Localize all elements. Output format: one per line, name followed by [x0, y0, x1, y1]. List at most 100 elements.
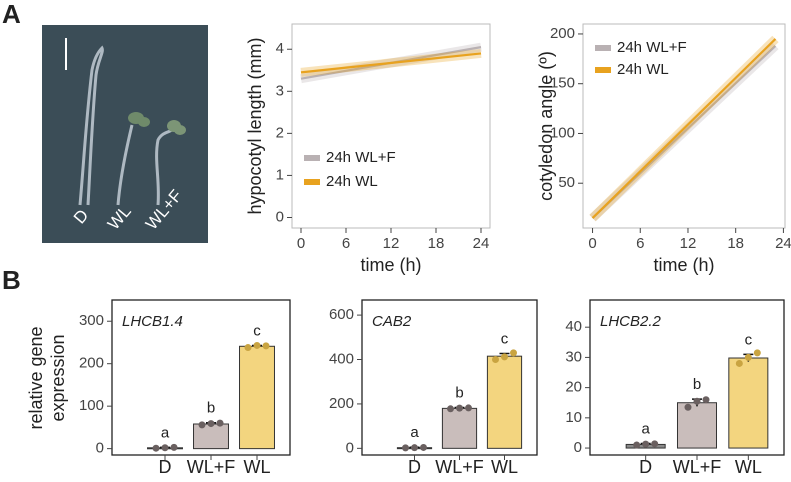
x-tick-label: 6: [342, 235, 350, 252]
data-point: [207, 420, 215, 428]
plot-frame: [361, 299, 538, 456]
data-point: [262, 342, 270, 350]
bar: [239, 345, 275, 450]
significance-label: c: [745, 331, 753, 348]
x-tick-label: WL+F: [187, 457, 236, 477]
x-tick-label: 0: [588, 235, 596, 252]
y-tick-label: 40: [565, 318, 582, 335]
data-point: [402, 444, 409, 452]
plot-frame: [582, 23, 786, 229]
data-point: [744, 353, 752, 361]
x-tick-label: D: [408, 457, 421, 477]
panel-label: A: [2, 0, 21, 29]
significance-label: a: [641, 420, 650, 437]
y-tick-label: 10: [565, 409, 582, 426]
chart-title: CAB2: [372, 313, 412, 330]
data-point: [253, 341, 261, 349]
y-tick-label: 200: [550, 25, 575, 42]
x-tick-label: WL+F: [435, 457, 484, 477]
data-point: [693, 397, 701, 405]
y-tick-label: 0: [276, 208, 284, 225]
legend-label: 24h WL: [326, 173, 378, 190]
data-point: [411, 444, 418, 452]
y-axis-label: cotyledon angle (º): [536, 51, 556, 201]
data-point: [753, 349, 761, 357]
y-tick-label: 200: [329, 395, 354, 412]
data-point: [501, 353, 508, 361]
data-point: [216, 419, 224, 427]
y-tick-label: 1: [276, 166, 284, 183]
data-point: [447, 405, 454, 413]
x-tick-label: 0: [297, 235, 305, 252]
significance-label: a: [410, 424, 419, 441]
bar: [728, 357, 769, 449]
plot-frame: [589, 299, 785, 456]
chart-title: LHCB1.4: [122, 313, 183, 330]
y-tick-label: 200: [79, 355, 104, 372]
legend-label: 24h WL+F: [617, 39, 687, 56]
y-tick-label: 0: [96, 440, 104, 457]
legend-label: 24h WL+F: [326, 149, 396, 166]
bar: [676, 402, 718, 449]
y-tick-label: 300: [79, 312, 104, 329]
data-point: [170, 443, 178, 451]
chart-title: LHCB2.2: [600, 313, 662, 330]
seedling-photo: D WL WL+F: [42, 25, 208, 243]
y-axis-label: hypocotyl length (mm): [245, 37, 265, 214]
y-tick-label: 20: [565, 379, 582, 396]
series-line: [591, 38, 777, 219]
x-tick-label: 18: [727, 235, 744, 252]
x-tick-label: 18: [428, 235, 445, 252]
legend-label: 24h WL: [617, 61, 669, 78]
y-tick-label: 150: [550, 75, 575, 92]
y-tick-label: 100: [550, 124, 575, 141]
y-tick-label: 100: [79, 397, 104, 414]
data-point: [702, 396, 710, 404]
data-point: [420, 443, 427, 451]
data-point: [198, 421, 206, 429]
y-tick-label: 0: [346, 439, 354, 456]
data-point: [244, 344, 252, 352]
series-line: [300, 52, 482, 74]
y-tick-label: 4: [276, 40, 284, 57]
y-tick-label: 400: [329, 350, 354, 367]
significance-label: a: [161, 424, 170, 441]
x-axis-label: time (h): [653, 255, 714, 275]
x-tick-label: WL: [491, 457, 518, 477]
significance-label: b: [693, 376, 701, 393]
x-tick-label: WL: [244, 457, 271, 477]
x-tick-label: D: [639, 457, 652, 477]
x-tick-label: 24: [473, 235, 490, 252]
data-point: [510, 349, 517, 357]
x-tick-label: 24: [775, 235, 791, 252]
y-tick-label: 50: [558, 174, 575, 191]
y-tick-label: 30: [565, 348, 582, 365]
data-point: [684, 403, 692, 411]
bar: [441, 407, 478, 449]
panel-label: B: [2, 265, 21, 295]
data-point: [735, 359, 743, 367]
significance-label: b: [455, 384, 463, 401]
x-tick-label: 12: [680, 235, 697, 252]
x-tick-label: WL+F: [673, 457, 722, 477]
data-point: [152, 444, 160, 452]
data-point: [161, 444, 169, 452]
x-tick-label: D: [159, 457, 172, 477]
y-axis-label: relative gene expression: [26, 326, 68, 429]
bar: [486, 355, 523, 449]
x-axis-label: time (h): [360, 255, 421, 275]
plot-frame: [111, 299, 291, 456]
data-point: [642, 440, 650, 448]
x-tick-label: 6: [636, 235, 644, 252]
data-point: [651, 440, 659, 448]
y-tick-label: 0: [574, 439, 582, 456]
data-point: [633, 441, 641, 449]
significance-label: c: [253, 322, 261, 339]
data-point: [465, 404, 472, 412]
x-tick-label: 12: [383, 235, 400, 252]
significance-label: b: [207, 400, 215, 417]
significance-label: c: [501, 330, 509, 347]
y-tick-label: 2: [276, 124, 284, 141]
bar: [193, 423, 229, 450]
